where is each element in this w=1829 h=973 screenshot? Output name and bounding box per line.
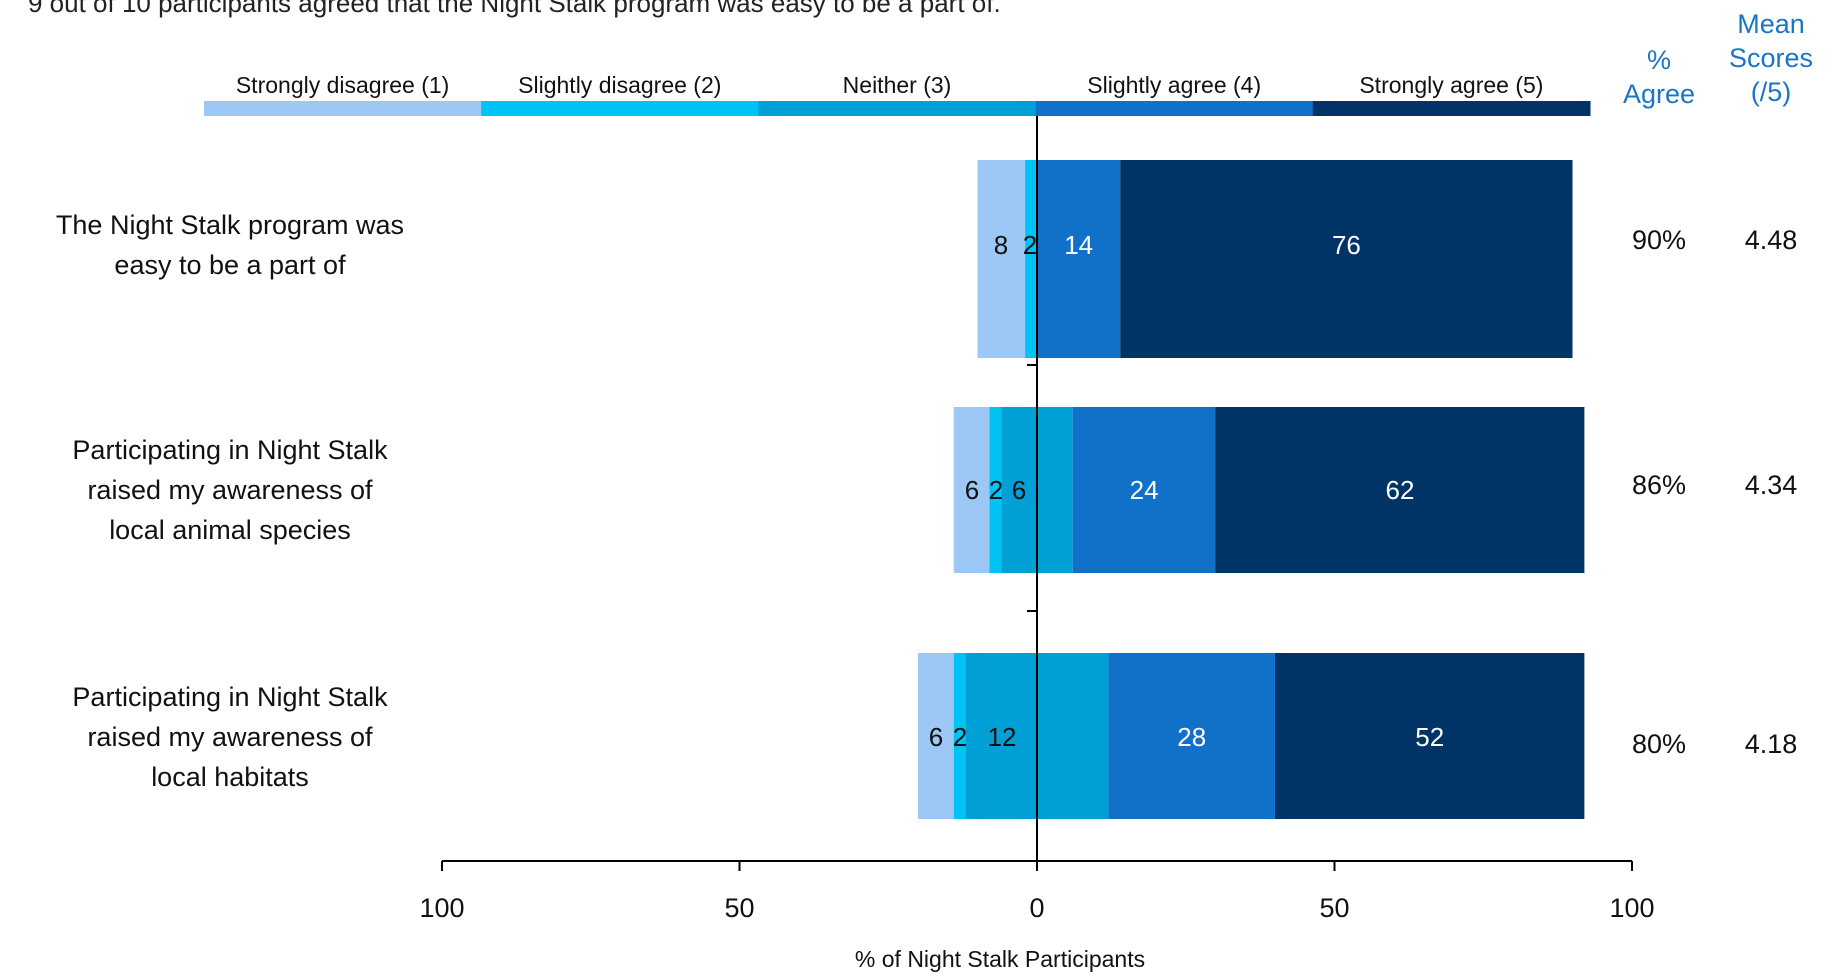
category-label-line: The Night Stalk program was	[56, 210, 404, 240]
bar-value-label-2-5: 62	[1385, 475, 1414, 505]
chart-headline: 9 out of 10 participants agreed that the…	[28, 0, 1001, 18]
bar-value-label-2-1: 6	[965, 475, 979, 505]
x-tick-label: 0	[1029, 893, 1044, 923]
bar-value-label-3-4: 28	[1177, 722, 1206, 752]
x-tick-label: 100	[1609, 893, 1654, 923]
legend-label-2: Slightly disagree (2)	[518, 72, 721, 98]
bar-segment-3-5	[1275, 653, 1585, 819]
bar-segment-3-1	[918, 653, 954, 819]
bar-value-label-1-2: 2	[1023, 230, 1037, 260]
bar-segment-1-2	[1025, 160, 1037, 358]
bar-value-label-1-1: 8	[994, 230, 1008, 260]
legend-label-4: Slightly agree (4)	[1087, 72, 1261, 98]
x-axis-title: % of Night Stalk Participants	[855, 946, 1145, 972]
percent-agree-value: 90%	[1632, 225, 1686, 255]
bar-segment-1-1	[977, 160, 1026, 358]
legend-swatch-2	[481, 101, 759, 116]
bar-segment-2-1	[953, 407, 990, 573]
agree-header-line: Agree	[1623, 79, 1695, 109]
bar-value-label-1-5: 76	[1332, 230, 1361, 260]
category-label-line: raised my awareness of	[87, 722, 373, 752]
bar-segment-2-4	[1072, 407, 1216, 573]
legend-swatch-5	[1312, 101, 1591, 116]
bar-segment-2-2	[989, 407, 1002, 573]
category-label-line: local animal species	[109, 515, 351, 545]
mean-score-value: 4.48	[1745, 225, 1798, 255]
category-label-line: Participating in Night Stalk	[72, 682, 388, 712]
percent-agree-value: 86%	[1632, 470, 1686, 500]
legend-label-1: Strongly disagree (1)	[236, 72, 450, 98]
bar-value-label-2-3: 6	[1012, 475, 1026, 505]
bar-segment-3-4	[1108, 653, 1275, 819]
bar-value-label-2-2: 2	[989, 475, 1003, 505]
category-label-line: easy to be a part of	[114, 250, 346, 280]
bar-segment-1-4	[1037, 160, 1121, 358]
mean-score-value: 4.18	[1745, 729, 1798, 759]
legend-label-5: Strongly agree (5)	[1359, 72, 1543, 98]
agree-header-line: %	[1647, 45, 1671, 75]
category-label-line: Participating in Night Stalk	[72, 435, 388, 465]
mean-header-line: Mean	[1737, 9, 1805, 39]
bar-value-label-2-4: 24	[1130, 475, 1159, 505]
bar-value-label-3-3: 12	[988, 722, 1017, 752]
bar-segment-1-5	[1120, 160, 1573, 358]
category-label-line: local habitats	[151, 762, 309, 792]
percent-agree-value: 80%	[1632, 729, 1686, 759]
x-tick-label: 50	[724, 893, 754, 923]
bar-segment-2-5	[1215, 407, 1585, 573]
mean-score-value: 4.34	[1745, 470, 1798, 500]
x-tick-label: 100	[419, 893, 464, 923]
bar-segment-3-2	[953, 653, 966, 819]
x-tick-label: 50	[1319, 893, 1349, 923]
legend-swatch-4	[1035, 101, 1314, 116]
bar-value-label-3-5: 52	[1415, 722, 1444, 752]
category-label-line: raised my awareness of	[87, 475, 373, 505]
legend-label-3: Neither (3)	[843, 72, 952, 98]
bar-value-label-1-4: 14	[1064, 230, 1093, 260]
legend-swatch-3	[758, 101, 1037, 116]
bar-value-label-3-1: 6	[929, 722, 943, 752]
mean-header-line: Scores	[1729, 43, 1813, 73]
legend-swatch-1	[204, 101, 482, 116]
mean-header-line: (/5)	[1751, 77, 1792, 107]
bar-value-label-3-2: 2	[953, 722, 967, 752]
